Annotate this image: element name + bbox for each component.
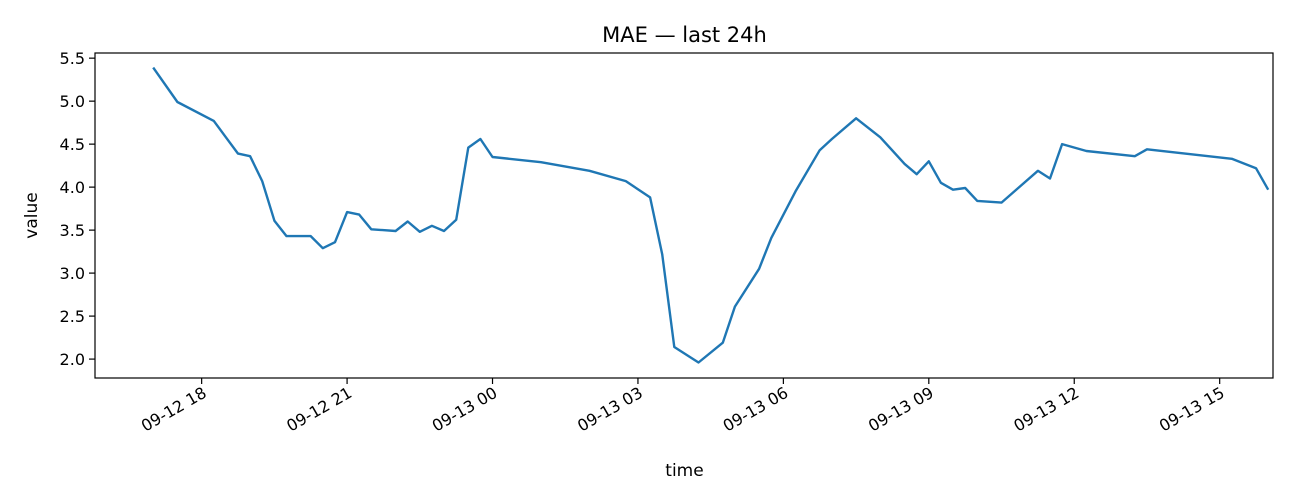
y-tick-label: 2.0 bbox=[60, 350, 85, 369]
y-tick-label: 3.0 bbox=[60, 264, 85, 283]
chart-title: MAE — last 24h bbox=[602, 23, 767, 47]
series-line bbox=[152, 66, 1270, 364]
x-tick-label: 09-12 21 bbox=[283, 383, 355, 435]
x-tick-label: 09-13 06 bbox=[720, 383, 792, 435]
y-axis: 2.0 2.5 3.0 3.5 4.0 4.5 5.0 5.5 bbox=[60, 49, 95, 369]
y-tick-label: 3.5 bbox=[60, 221, 85, 240]
x-tick-label: 09-13 03 bbox=[574, 383, 646, 435]
y-tick-label: 5.5 bbox=[60, 49, 85, 68]
y-tick-label: 4.5 bbox=[60, 135, 85, 154]
plot-frame bbox=[94, 52, 1274, 379]
x-tick-label: 09-13 09 bbox=[865, 383, 937, 435]
x-axis-label: time bbox=[665, 461, 703, 481]
x-tick-label: 09-13 00 bbox=[429, 383, 501, 435]
y-tick-label: 4.0 bbox=[60, 178, 85, 197]
y-tick-label: 5.0 bbox=[60, 92, 85, 111]
y-axis-label: value bbox=[22, 192, 42, 238]
x-tick-label: 09-13 15 bbox=[1156, 383, 1228, 435]
x-tick-label: 09-12 18 bbox=[138, 383, 210, 435]
y-tick-label: 2.5 bbox=[60, 307, 85, 326]
x-tick-label: 09-13 12 bbox=[1010, 383, 1082, 435]
x-axis: 09-12 18 09-12 21 09-13 00 09-13 03 09-13 06… bbox=[138, 378, 1228, 435]
